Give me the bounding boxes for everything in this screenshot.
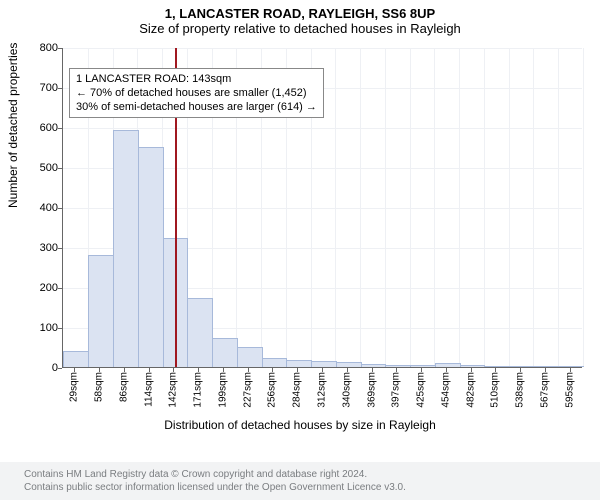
x-tick-label: 482sqm	[465, 372, 476, 408]
x-tick-label: 595sqm	[564, 372, 575, 408]
histogram-bar	[311, 361, 337, 367]
x-axis-label: Distribution of detached houses by size …	[0, 418, 600, 432]
x-tick-label: 312sqm	[317, 372, 328, 408]
annotation-box: 1 LANCASTER ROAD: 143sqm ← 70% of detach…	[69, 68, 324, 118]
histogram-bar	[435, 363, 461, 367]
x-tick-label: 454sqm	[440, 372, 451, 408]
y-tick-mark	[58, 88, 62, 89]
annotation-line: 1 LANCASTER ROAD: 143sqm	[76, 72, 317, 86]
y-tick-label: 0	[8, 362, 58, 374]
annotation-line: 30% of semi-detached houses are larger (…	[76, 100, 317, 114]
y-tick-mark	[58, 368, 62, 369]
gridline-horizontal	[63, 128, 582, 129]
gridline-vertical	[583, 48, 584, 367]
histogram-bar	[138, 147, 164, 367]
footer-line: Contains HM Land Registry data © Crown c…	[24, 468, 600, 481]
y-tick-label: 400	[8, 202, 58, 214]
gridline-horizontal	[63, 48, 582, 49]
y-tick-mark	[58, 208, 62, 209]
histogram-chart: Number of detached properties 1 LANCASTE…	[0, 42, 600, 440]
histogram-bar	[484, 366, 510, 367]
y-tick-label: 300	[8, 242, 58, 254]
y-tick-label: 500	[8, 162, 58, 174]
page-title: 1, LANCASTER ROAD, RAYLEIGH, SS6 8UP	[0, 0, 600, 21]
histogram-bar	[88, 255, 114, 367]
x-tick-label: 171sqm	[193, 372, 204, 408]
x-tick-label: 227sqm	[242, 372, 253, 408]
histogram-bar	[460, 365, 486, 367]
plot-area: 1 LANCASTER ROAD: 143sqm ← 70% of detach…	[62, 48, 582, 368]
y-tick-label: 800	[8, 42, 58, 54]
y-tick-label: 100	[8, 322, 58, 334]
page-subtitle: Size of property relative to detached ho…	[0, 21, 600, 38]
x-tick-label: 114sqm	[143, 372, 154, 407]
y-tick-mark	[58, 248, 62, 249]
x-tick-label: 29sqm	[69, 372, 80, 402]
x-tick-label: 510sqm	[490, 372, 501, 408]
annotation-line: ← 70% of detached houses are smaller (1,…	[76, 86, 317, 100]
histogram-bar	[509, 366, 535, 367]
histogram-bar	[113, 130, 139, 367]
y-tick-label: 200	[8, 282, 58, 294]
x-tick-label: 58sqm	[94, 372, 105, 402]
histogram-bar	[559, 366, 585, 367]
footer: Contains HM Land Registry data © Crown c…	[0, 462, 600, 500]
x-tick-label: 199sqm	[217, 372, 228, 408]
y-tick-mark	[58, 48, 62, 49]
histogram-bar	[237, 347, 263, 367]
histogram-bar	[361, 364, 387, 367]
x-tick-label: 567sqm	[539, 372, 550, 408]
histogram-bar	[187, 298, 213, 367]
x-tick-label: 284sqm	[292, 372, 303, 408]
footer-line: Contains public sector information licen…	[24, 481, 600, 494]
histogram-bar	[534, 366, 560, 367]
y-tick-mark	[58, 328, 62, 329]
histogram-bar	[385, 365, 411, 367]
y-tick-label: 700	[8, 82, 58, 94]
y-tick-label: 600	[8, 122, 58, 134]
y-tick-mark	[58, 128, 62, 129]
histogram-bar	[336, 362, 362, 367]
x-tick-label: 425sqm	[416, 372, 427, 408]
x-tick-label: 86sqm	[118, 372, 129, 402]
histogram-bar	[286, 360, 312, 367]
x-tick-label: 256sqm	[267, 372, 278, 408]
histogram-bar	[262, 358, 288, 367]
x-tick-label: 369sqm	[366, 372, 377, 408]
histogram-bar	[63, 351, 89, 367]
histogram-bar	[212, 338, 238, 367]
x-tick-label: 142sqm	[168, 372, 179, 408]
x-tick-label: 340sqm	[341, 372, 352, 408]
x-tick-label: 538sqm	[515, 372, 526, 408]
y-tick-mark	[58, 168, 62, 169]
x-tick-label: 397sqm	[391, 372, 402, 408]
histogram-bar	[410, 365, 436, 367]
y-tick-mark	[58, 288, 62, 289]
